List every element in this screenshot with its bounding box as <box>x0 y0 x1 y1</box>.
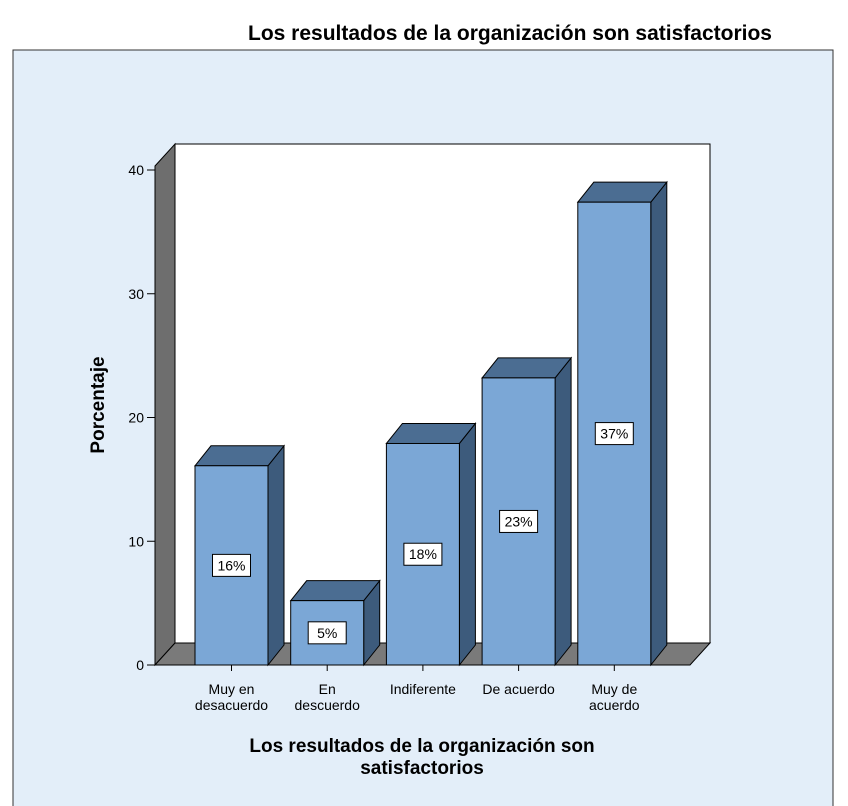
x-tick-label: Indiferente <box>390 681 456 697</box>
value-label-box <box>403 542 443 566</box>
y-tick-label: 0 <box>136 657 144 673</box>
chart-title: Los resultados de la organización son sa… <box>248 22 772 45</box>
bar-top <box>193 445 286 467</box>
value-label: 18% <box>409 546 437 562</box>
bar-top <box>576 181 668 203</box>
left-wall <box>154 142 176 667</box>
y-tick-label: 30 <box>128 286 144 302</box>
bar-side <box>267 444 285 667</box>
y-tick-label: 20 <box>128 410 144 426</box>
x-axis-title: Los resultados de la organización son sat… <box>249 736 594 779</box>
x-tick-label: En descuerdo <box>295 681 361 713</box>
value-label-box <box>499 509 539 533</box>
bar-top <box>385 422 477 444</box>
y-tick-label: 10 <box>128 533 144 549</box>
bar-top <box>289 580 381 602</box>
value-label: 5% <box>317 625 337 641</box>
value-label-box <box>212 553 251 577</box>
value-label-box <box>594 422 634 446</box>
value-label: 16% <box>217 557 245 573</box>
x-tick-label: Muy de acuerdo <box>589 681 640 713</box>
value-label: 37% <box>600 426 628 442</box>
value-label-box <box>307 621 347 645</box>
x-tick-label: De acuerdo <box>482 681 555 697</box>
y-tick-label: 40 <box>128 162 144 178</box>
bar-side <box>554 356 572 667</box>
bar-side <box>650 180 668 667</box>
bar-top <box>481 357 573 379</box>
value-label: 23% <box>505 513 533 529</box>
y-axis-title: Porcentaje <box>88 356 109 453</box>
bar-side <box>458 422 476 667</box>
x-tick-label: Muy en desacuerdo <box>195 681 268 713</box>
